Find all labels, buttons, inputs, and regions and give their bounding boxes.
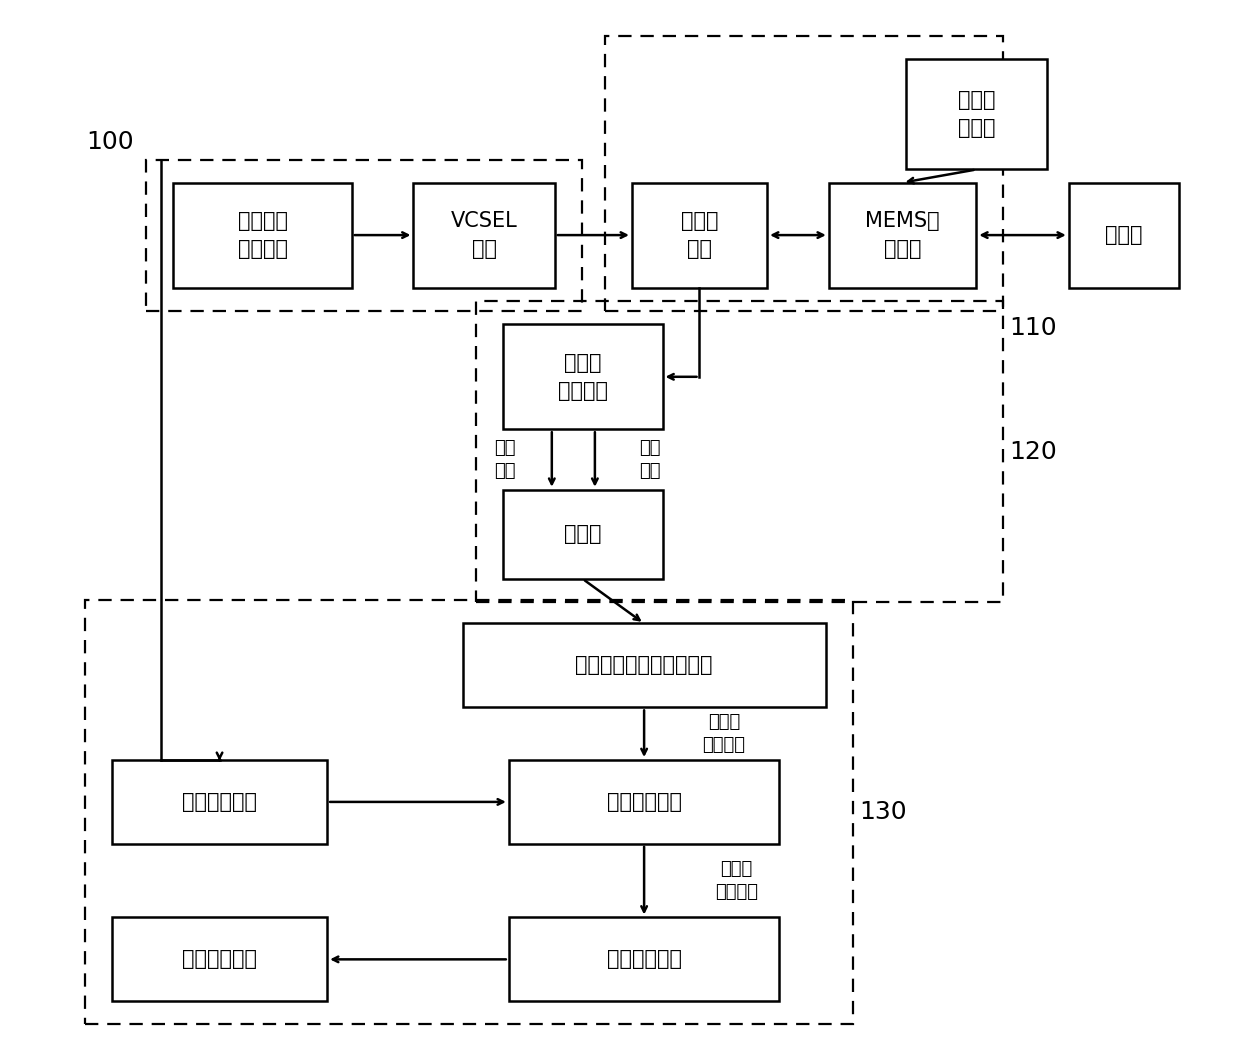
Bar <box>146 160 582 311</box>
Text: 控制执行系统: 控制执行系统 <box>182 949 256 969</box>
Text: 120: 120 <box>1010 439 1057 463</box>
Text: 微透镜
阵列: 微透镜 阵列 <box>680 212 719 259</box>
Bar <box>605 36 1004 311</box>
Text: 散射点
二维信息: 散射点 二维信息 <box>703 713 746 754</box>
Text: 130: 130 <box>859 801 907 824</box>
Bar <box>414 183 555 288</box>
Bar <box>476 302 1004 602</box>
Text: 参考
信号: 参考 信号 <box>494 439 515 480</box>
Text: 散射点
三维信息: 散射点 三维信息 <box>715 860 758 901</box>
Text: 光电探
测器阵列: 光电探 测器阵列 <box>558 352 607 401</box>
Bar <box>509 917 779 1001</box>
Text: MEMS振
镜阵列: MEMS振 镜阵列 <box>865 212 940 259</box>
Text: 融合决策系统: 融合决策系统 <box>607 949 681 969</box>
Text: 调制系统
驱动系统: 调制系统 驱动系统 <box>238 212 287 259</box>
Text: 探测
信号: 探测 信号 <box>639 439 662 480</box>
Text: 寄存器: 寄存器 <box>564 525 601 544</box>
Bar <box>503 490 663 579</box>
Text: 二维角度信息: 二维角度信息 <box>182 792 256 811</box>
Text: VCSEL
阵列: VCSEL 阵列 <box>451 212 518 259</box>
Text: 数据处理系统: 数据处理系统 <box>607 792 681 811</box>
Text: 扫描控
制系统: 扫描控 制系统 <box>958 90 995 139</box>
Bar <box>1069 183 1180 288</box>
Bar <box>906 59 1047 169</box>
Bar <box>84 600 852 1024</box>
Bar <box>112 760 327 844</box>
Bar <box>509 760 779 844</box>
Text: 数字相关器做延时互相关: 数字相关器做延时互相关 <box>575 656 712 675</box>
Text: 100: 100 <box>87 130 134 154</box>
Text: 110: 110 <box>1010 316 1057 340</box>
Text: 目标物: 目标物 <box>1105 225 1142 245</box>
Bar <box>462 623 825 708</box>
Bar <box>173 183 352 288</box>
Bar <box>112 917 327 1001</box>
Bar <box>503 325 663 430</box>
Bar <box>829 183 976 288</box>
Bar <box>632 183 767 288</box>
